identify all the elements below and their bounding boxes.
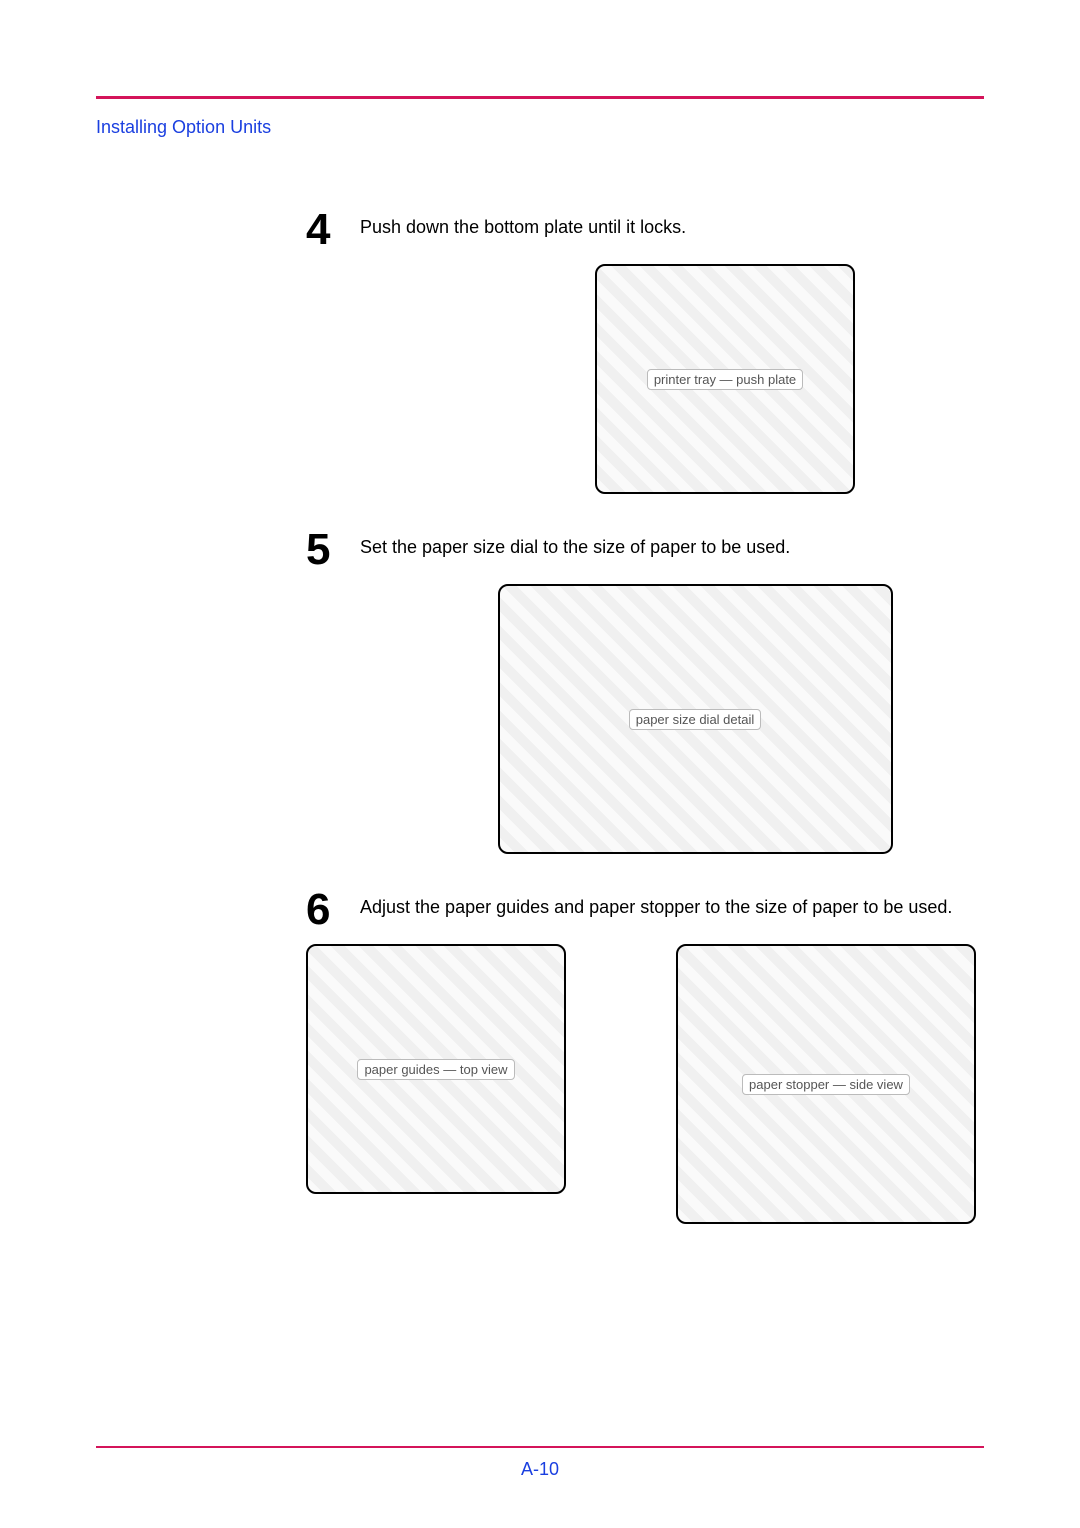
illustration-label: printer tray — push plate	[647, 369, 803, 390]
step-text: Set the paper size dial to the size of p…	[360, 528, 790, 560]
illustration-size-dial: paper size dial detail	[498, 584, 893, 854]
illustration-label: paper size dial detail	[629, 709, 762, 730]
step-number: 6	[306, 888, 342, 932]
section-title: Installing Option Units	[96, 117, 984, 138]
illustration-label: paper guides — top view	[357, 1059, 514, 1080]
step-6: 6 Adjust the paper guides and paper stop…	[306, 888, 984, 932]
page-number: A-10	[0, 1459, 1080, 1480]
step-text: Push down the bottom plate until it lock…	[360, 208, 686, 240]
illustration-push-plate: printer tray — push plate	[595, 264, 855, 494]
illustration-label: paper stopper — side view	[742, 1074, 910, 1095]
step-6-illustrations: paper guides — top view paper stopper — …	[306, 944, 984, 1224]
step-5: 5 Set the paper size dial to the size of…	[306, 528, 984, 572]
step-number: 4	[306, 208, 342, 252]
step-4-illustrations: printer tray — push plate	[306, 264, 984, 494]
illustration-paper-stopper: paper stopper — side view	[676, 944, 976, 1224]
step-5-illustrations: paper size dial detail	[306, 584, 984, 854]
top-rule	[96, 96, 984, 99]
step-number: 5	[306, 528, 342, 572]
step-4: 4 Push down the bottom plate until it lo…	[306, 208, 984, 252]
bottom-rule	[96, 1446, 984, 1448]
illustration-paper-guides: paper guides — top view	[306, 944, 566, 1194]
steps-container: 4 Push down the bottom plate until it lo…	[96, 208, 984, 1224]
step-text: Adjust the paper guides and paper stoppe…	[360, 888, 952, 920]
page: Installing Option Units 4 Push down the …	[0, 0, 1080, 1528]
